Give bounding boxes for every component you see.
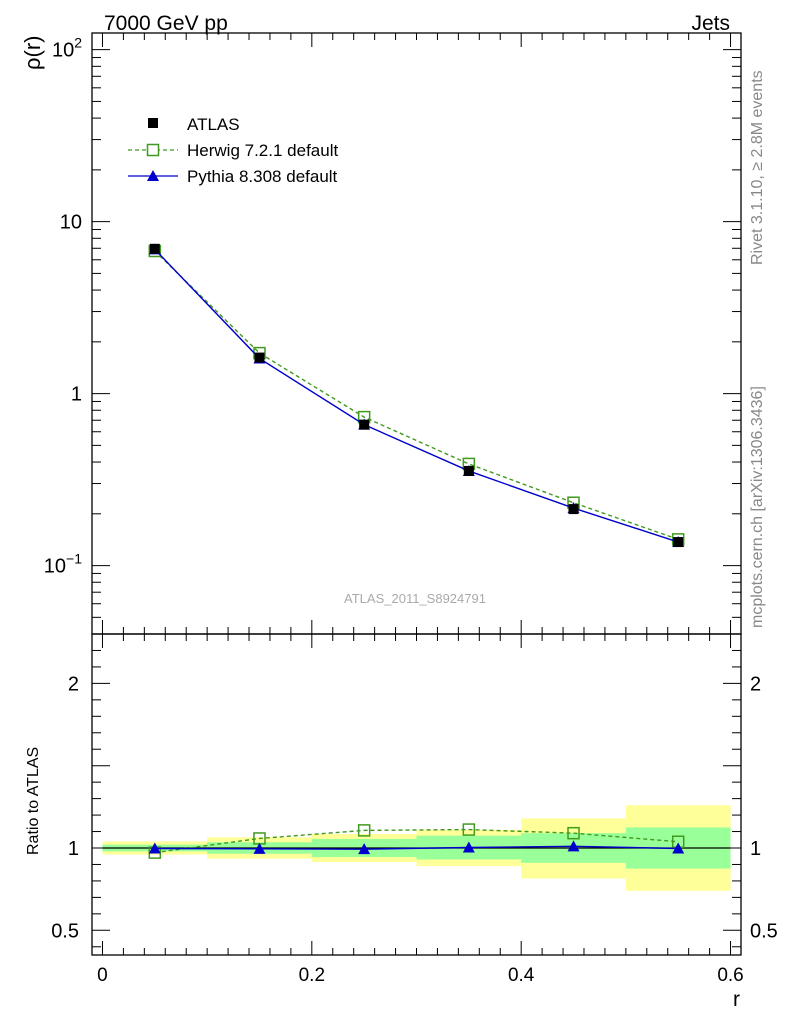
main-y-tick-label: 102 <box>52 35 82 62</box>
legend: ATLAS Herwig 7.2.1 default Pythia 8.308 … <box>128 115 338 186</box>
ratio-y-tick-label-right: 2 <box>750 673 761 695</box>
ratio-y-tick-label-right: 0.5 <box>750 920 778 942</box>
ratio-pythia-line <box>154 845 679 850</box>
main-pythia-line <box>154 248 679 543</box>
main-y-tick-label: 10−1 <box>44 551 82 578</box>
ratio-plot-frame <box>91 633 742 956</box>
ratio-herwig-line <box>154 828 679 854</box>
ratio-pythia-point <box>358 843 371 855</box>
ratio-pythia-point <box>672 842 685 854</box>
mcplots-label: mcplots.cern.ch [arXiv:1306.3436] <box>749 386 766 628</box>
main-atlas-point <box>359 419 370 430</box>
main-y-tick-label: 10 <box>60 212 82 234</box>
plot-layer: 0 0.2 0.4 0.6 10−1 1 10 102 0.5 0.5 1 1 2 2 <box>44 32 778 986</box>
ratio-pythia-point <box>462 841 475 853</box>
ratio-pythia-point <box>253 842 266 854</box>
main-atlas-point <box>568 504 579 515</box>
legend-item-pythia: Pythia 8.308 default <box>128 167 338 186</box>
main-atlas-point <box>149 243 160 254</box>
ratio-y-tick-label: 0.5 <box>51 920 79 942</box>
header-left: 7000 GeV pp <box>104 12 228 35</box>
ratio-y-tick-label-right: 1 <box>750 838 761 860</box>
ratio-herwig-point <box>567 826 580 840</box>
analysis-watermark: ATLAS_2011_S8924791 <box>344 591 486 606</box>
legend-marker-herwig <box>146 143 160 157</box>
legend-label-pythia: Pythia 8.308 default <box>187 167 338 186</box>
header-right: Jets <box>691 12 730 35</box>
main-herwig-line <box>154 250 679 541</box>
main-atlas-point <box>673 537 684 548</box>
ratio-y-tick-label: 1 <box>68 838 79 860</box>
legend-marker-pythia <box>147 170 159 181</box>
x-tick-label: 0.2 <box>299 965 325 986</box>
ratio-y-tick-label: 2 <box>68 673 79 695</box>
main-atlas-point <box>254 352 265 363</box>
legend-label-atlas: ATLAS <box>187 115 240 134</box>
ratio-herwig-point <box>462 823 476 836</box>
x-tick-label: 0 <box>97 965 108 986</box>
main-y-tick-label: 1 <box>71 384 82 406</box>
x-axis-label: r <box>733 988 740 1011</box>
legend-label-herwig: Herwig 7.2.1 default <box>187 141 338 160</box>
rivet-label: Rivet 3.1.10, ≥ 2.8M events <box>749 70 766 265</box>
ratio-y-axis-label: Ratio to ATLAS <box>25 747 42 855</box>
ratio-herwig-point <box>357 824 371 837</box>
ratio-pythia-point <box>567 840 580 852</box>
legend-item-herwig: Herwig 7.2.1 default <box>128 141 338 160</box>
main-atlas-point <box>463 465 474 476</box>
main-y-axis-label: ρ(r) <box>20 36 45 71</box>
x-tick-label: 0.4 <box>508 965 535 986</box>
ratio-pythia-point <box>148 842 161 854</box>
legend-marker-atlas <box>148 118 158 128</box>
x-tick-label: 0.6 <box>717 965 743 986</box>
legend-item-atlas: ATLAS <box>148 115 240 134</box>
